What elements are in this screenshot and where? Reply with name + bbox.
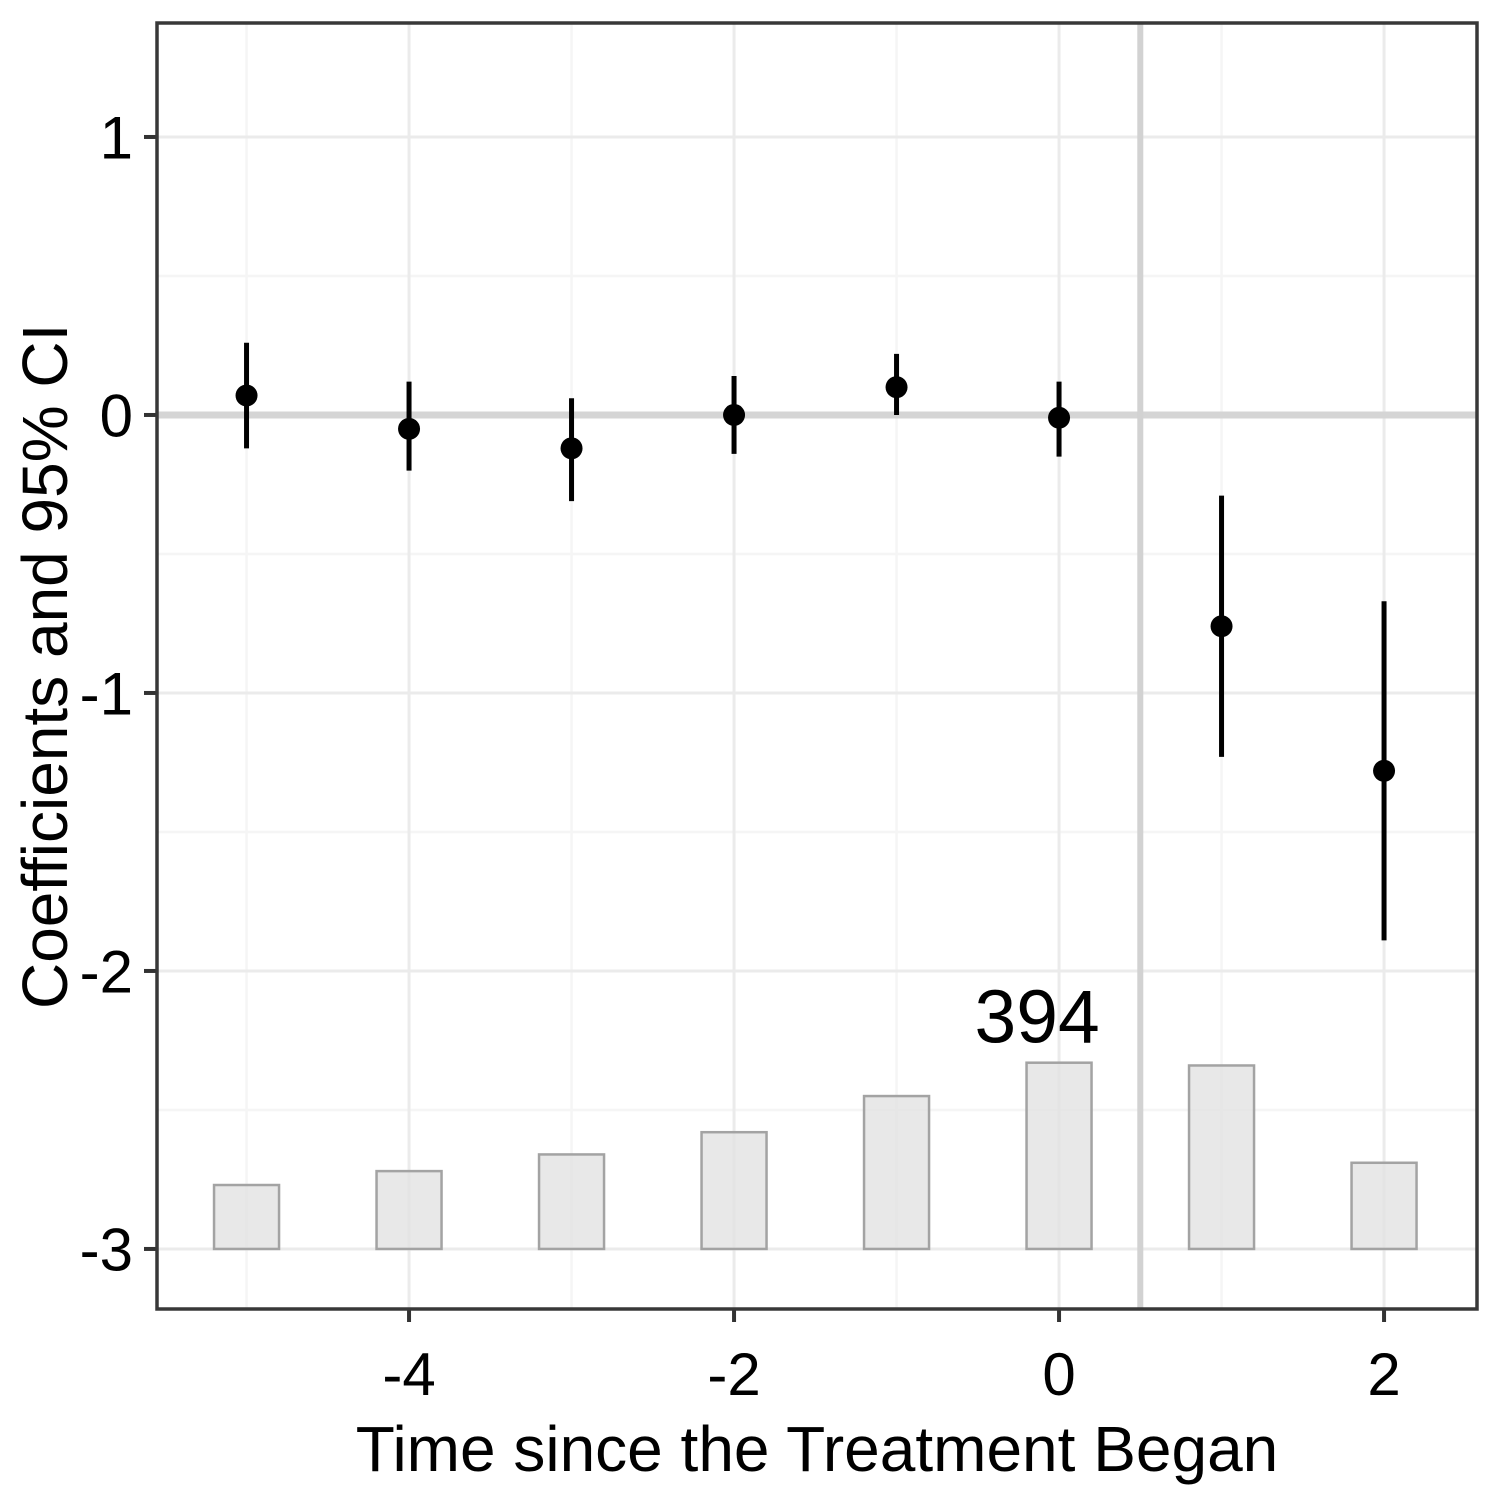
- coefficient-point: [1373, 759, 1396, 782]
- y-axis-title: Coefficients and 95% CI: [9, 323, 81, 1009]
- coefficient-point: [398, 417, 421, 440]
- histogram-bar: [700, 1130, 768, 1251]
- coefficient-point: [560, 437, 583, 460]
- histogram-bar: [1187, 1064, 1256, 1251]
- histogram-bar: [212, 1183, 281, 1251]
- coefficient-point: [885, 376, 908, 399]
- x-axis-title: Time since the Treatment Began: [355, 1413, 1279, 1485]
- coefficient-point: [723, 403, 746, 426]
- count-annotation: 394: [975, 974, 1100, 1058]
- x-tick-label: -2: [707, 1341, 760, 1408]
- coefficient-point: [1048, 406, 1071, 429]
- y-tick-label: -2: [80, 939, 133, 1006]
- panel-border: [155, 21, 1479, 1311]
- y-tick-label: -1: [80, 661, 133, 728]
- y-tick-label: 0: [100, 383, 133, 450]
- histogram-bar: [537, 1153, 606, 1251]
- x-tick-label: 2: [1367, 1341, 1400, 1408]
- coefficient-point: [1210, 615, 1233, 638]
- x-tick-label: 0: [1042, 1341, 1075, 1408]
- y-tick-label: 1: [100, 105, 133, 172]
- histogram-bar: [1350, 1161, 1418, 1251]
- histogram-bar: [1025, 1061, 1093, 1251]
- histogram-bar: [862, 1094, 931, 1251]
- coefficient-point: [235, 384, 258, 407]
- x-tick-label: -4: [382, 1341, 435, 1408]
- y-tick-label: -3: [80, 1217, 133, 1284]
- histogram-bar: [375, 1169, 443, 1251]
